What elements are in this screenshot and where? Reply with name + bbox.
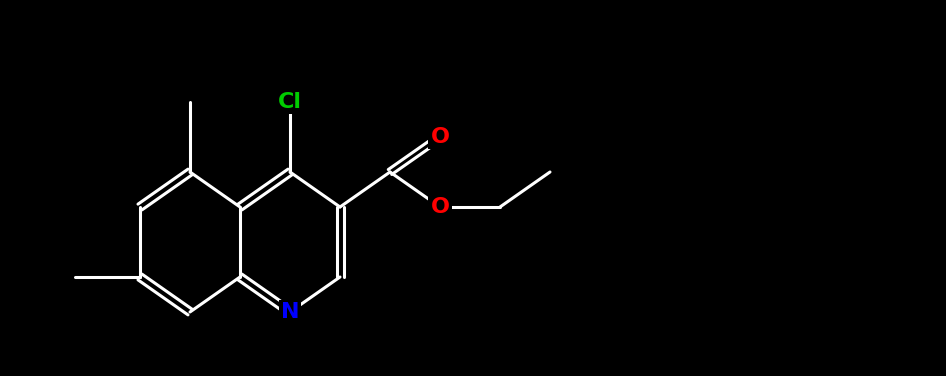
Text: O: O: [430, 127, 449, 147]
Text: O: O: [430, 197, 449, 217]
Text: Cl: Cl: [278, 92, 302, 112]
Text: N: N: [281, 302, 299, 322]
